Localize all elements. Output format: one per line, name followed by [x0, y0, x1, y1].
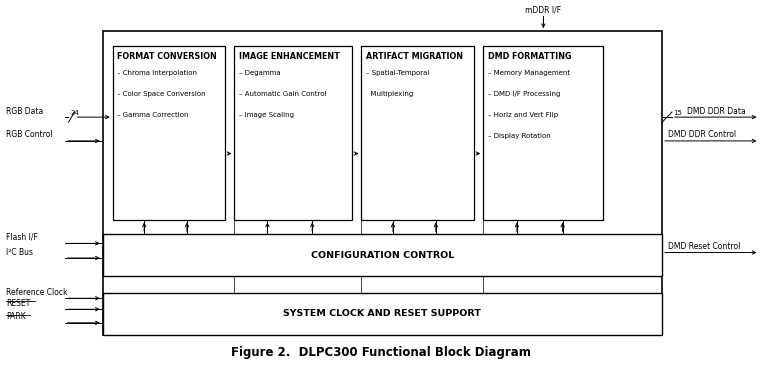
Text: – Image Scaling: – Image Scaling: [239, 112, 294, 118]
Bar: [483, 46, 603, 220]
Text: – Memory Management: – Memory Management: [488, 70, 570, 75]
Text: – Gamma Correction: – Gamma Correction: [117, 112, 189, 118]
Text: ARTIFACT MIGRATION: ARTIFACT MIGRATION: [366, 52, 463, 61]
Text: RGB Control: RGB Control: [6, 130, 53, 139]
Text: 24: 24: [71, 110, 79, 116]
Text: Multiplexing: Multiplexing: [366, 91, 413, 97]
Text: RGB Data: RGB Data: [6, 107, 43, 116]
Text: DMD DDR Control: DMD DDR Control: [668, 130, 737, 139]
Text: PARK: PARK: [6, 312, 26, 321]
Text: CONFIGURATION CONTROL: CONFIGURATION CONTROL: [310, 251, 454, 260]
Text: Figure 2.  DLPC300 Functional Block Diagram: Figure 2. DLPC300 Functional Block Diagr…: [231, 346, 530, 359]
Bar: [103, 234, 662, 276]
Text: I²C Bus: I²C Bus: [6, 247, 33, 257]
Bar: [103, 293, 662, 335]
Text: – Display Rotation: – Display Rotation: [488, 133, 550, 139]
Text: RESET: RESET: [6, 299, 30, 308]
Text: FORMAT CONVERSION: FORMAT CONVERSION: [117, 52, 217, 61]
Bar: [361, 46, 474, 220]
Text: 15: 15: [673, 110, 683, 116]
Text: – Horiz and Vert Flip: – Horiz and Vert Flip: [488, 112, 558, 118]
Text: DMD DDR Data: DMD DDR Data: [687, 107, 746, 116]
Bar: [103, 31, 662, 335]
Text: DMD Reset Control: DMD Reset Control: [668, 242, 740, 251]
Text: – Spatial-Temporal: – Spatial-Temporal: [366, 70, 429, 75]
Text: Flash I/F: Flash I/F: [6, 233, 38, 242]
Text: Reference Clock: Reference Clock: [6, 288, 68, 297]
Text: – Chroma Interpolation: – Chroma Interpolation: [117, 70, 197, 75]
Text: – Color Space Conversion: – Color Space Conversion: [117, 91, 205, 97]
Text: IMAGE ENHANCEMENT: IMAGE ENHANCEMENT: [239, 52, 339, 61]
Bar: [113, 46, 225, 220]
Text: – DMD I/F Processing: – DMD I/F Processing: [488, 91, 560, 97]
Text: – Degamma: – Degamma: [239, 70, 281, 75]
Text: mDDR I/F: mDDR I/F: [525, 5, 562, 15]
Text: DMD FORMATTING: DMD FORMATTING: [488, 52, 572, 61]
Text: SYSTEM CLOCK AND RESET SUPPORT: SYSTEM CLOCK AND RESET SUPPORT: [283, 309, 482, 318]
Text: – Automatic Gain Control: – Automatic Gain Control: [239, 91, 326, 97]
Bar: [234, 46, 352, 220]
